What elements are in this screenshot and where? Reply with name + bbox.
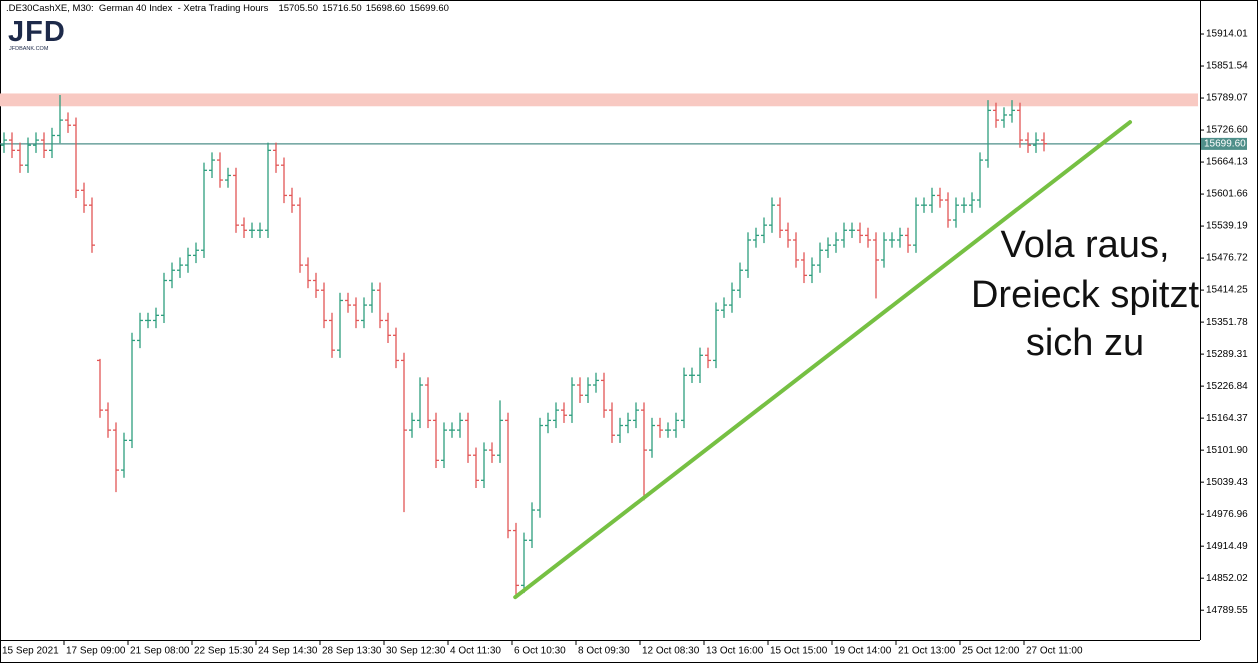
last-price-tag — [1201, 137, 1247, 150]
x-tick-label: 22 Sep 15:30 — [194, 646, 254, 657]
x-tick-label: 12 Oct 08:30 — [642, 646, 700, 657]
y-tick-label: 15289.31 — [1206, 349, 1248, 360]
chart-header: .DE30CashXE, M30: German 40 Index - Xetr… — [6, 3, 449, 14]
y-tick-label: 15414.25 — [1206, 285, 1248, 296]
y-tick-label: 15164.37 — [1206, 413, 1248, 424]
x-tick-label: 13 Oct 16:00 — [706, 646, 764, 657]
y-tick-label: 14976.96 — [1206, 509, 1248, 520]
y-tick-label: 15789.07 — [1206, 93, 1248, 104]
y-tick-label: 15726.60 — [1206, 125, 1248, 136]
y-tick-label: 15601.66 — [1206, 189, 1248, 200]
y-tick-label: 15664.13 — [1206, 157, 1248, 168]
last-price-label: 15699.60 — [1204, 139, 1246, 150]
x-tick-label: 25 Oct 12:00 — [962, 646, 1020, 657]
x-tick-label: 27 Oct 11:00 — [1026, 646, 1083, 657]
y-tick-label: 15351.78 — [1206, 317, 1248, 328]
y-tick-label: 15226.84 — [1206, 381, 1248, 392]
x-tick-label: 19 Oct 14:00 — [834, 646, 892, 657]
y-tick-label: 14914.49 — [1206, 541, 1248, 552]
x-tick-label: 21 Oct 13:00 — [898, 646, 956, 657]
logo: JFD — [8, 16, 66, 48]
chart-title: .DE30CashXE, M30: German 40 Index - Xetr… — [6, 3, 269, 14]
header-value: 15699.60 — [409, 3, 449, 14]
x-tick-label: 17 Sep 09:00 — [66, 646, 126, 657]
header-value: 15705.50 — [278, 3, 318, 14]
x-tick-label: 28 Sep 13:30 — [322, 646, 382, 657]
annotation: Dreieck spitzt — [971, 274, 1199, 316]
x-tick-label: 15 Sep 2021 — [2, 646, 59, 657]
y-tick-label: 15539.19 — [1206, 221, 1248, 232]
x-tick-label: 15 Oct 15:00 — [770, 646, 828, 657]
x-tick-label: 21 Sep 08:00 — [130, 646, 190, 657]
trendline — [513, 120, 1132, 600]
y-tick-label: 14789.55 — [1206, 605, 1248, 616]
header-value: 15716.50 — [322, 3, 362, 14]
x-tick-label: 8 Oct 09:30 — [578, 646, 630, 657]
annotation: Vola raus, — [1001, 224, 1170, 266]
x-tick-label: 30 Sep 12:30 — [386, 646, 446, 657]
x-tick-label: 6 Oct 10:30 — [514, 646, 566, 657]
header-value: 15698.60 — [366, 3, 406, 14]
x-tick-label: 24 Sep 14:30 — [258, 646, 318, 657]
y-tick-label: 14852.02 — [1206, 573, 1248, 584]
y-tick-label: 15476.72 — [1206, 253, 1248, 264]
y-tick-label: 15039.43 — [1206, 477, 1248, 488]
x-tick-label: 4 Oct 11:30 — [450, 646, 501, 657]
y-tick-label: 15851.54 — [1206, 61, 1248, 72]
logo-site: JFDBANK.COM — [9, 46, 49, 52]
y-tick-label: 15914.01 — [1206, 29, 1248, 40]
annotation: sich zu — [1026, 322, 1144, 364]
resistance-zone — [0, 93, 1198, 107]
y-tick-label: 15101.90 — [1206, 445, 1248, 456]
